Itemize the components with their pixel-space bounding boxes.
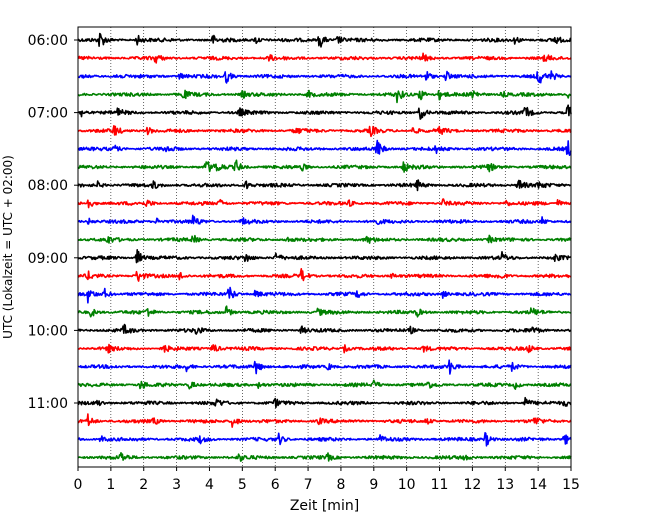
x-tick-label: 1	[106, 477, 115, 493]
trace-row	[77, 305, 572, 318]
trace-row	[77, 286, 572, 304]
x-tick-label: 13	[496, 477, 514, 493]
y-tick-label: 11:00	[28, 396, 68, 412]
trace-row	[77, 70, 572, 84]
y-axis-ticks: 06:00 07:00 08:00 09:00 10:00 11:00	[28, 33, 78, 412]
x-tick-label: 12	[463, 477, 481, 493]
trace-row	[77, 343, 572, 354]
y-tick-label: 10:00	[28, 323, 68, 339]
x-tick-label: 14	[529, 477, 547, 493]
trace-row	[77, 198, 572, 209]
x-tick-label: 10	[398, 477, 416, 493]
trace-row	[77, 359, 572, 375]
trace-row	[77, 413, 572, 428]
x-tick-label: 11	[431, 477, 449, 493]
grid-lines	[110, 27, 539, 467]
trace-row	[77, 159, 572, 173]
trace-row	[77, 452, 572, 462]
x-tick-label: 15	[562, 477, 580, 493]
x-tick-label: 4	[205, 477, 214, 493]
x-tick-label: 8	[336, 477, 345, 493]
trace-row	[77, 323, 572, 335]
x-tick-label: 9	[369, 477, 378, 493]
x-tick-label: 2	[139, 477, 148, 493]
trace-row	[77, 104, 572, 120]
trace-row	[77, 125, 572, 138]
trace-row	[77, 234, 572, 244]
x-tick-label: 6	[271, 477, 280, 493]
x-tick-label: 5	[238, 477, 247, 493]
trace-row	[77, 179, 572, 192]
trace-row	[77, 32, 572, 48]
trace-row	[77, 379, 572, 390]
seismic-traces	[77, 32, 572, 462]
x-tick-label: 7	[304, 477, 313, 493]
x-axis-ticks: 0 1 2 3 4 5 6 7 8 9 10 11 12 13 14 15	[74, 467, 580, 493]
trace-row	[77, 214, 572, 226]
trace-row	[77, 89, 572, 104]
trace-row	[77, 52, 572, 64]
y-tick-label: 09:00	[28, 251, 68, 267]
y-tick-label: 07:00	[28, 106, 68, 122]
trace-row	[77, 396, 572, 409]
plot-frame	[77, 26, 572, 468]
trace-row	[77, 432, 572, 447]
y-tick-label: 08:00	[28, 178, 68, 194]
trace-row	[77, 249, 572, 264]
x-axis-label: Zeit [min]	[290, 498, 359, 514]
trace-row	[77, 268, 572, 282]
x-tick-label: 3	[172, 477, 181, 493]
trace-row	[77, 139, 572, 156]
y-tick-label: 06:00	[28, 33, 68, 49]
x-tick-label: 0	[74, 477, 83, 493]
y-axis-label: UTC (Lokalzeit = UTC + 02:00)	[1, 155, 15, 339]
